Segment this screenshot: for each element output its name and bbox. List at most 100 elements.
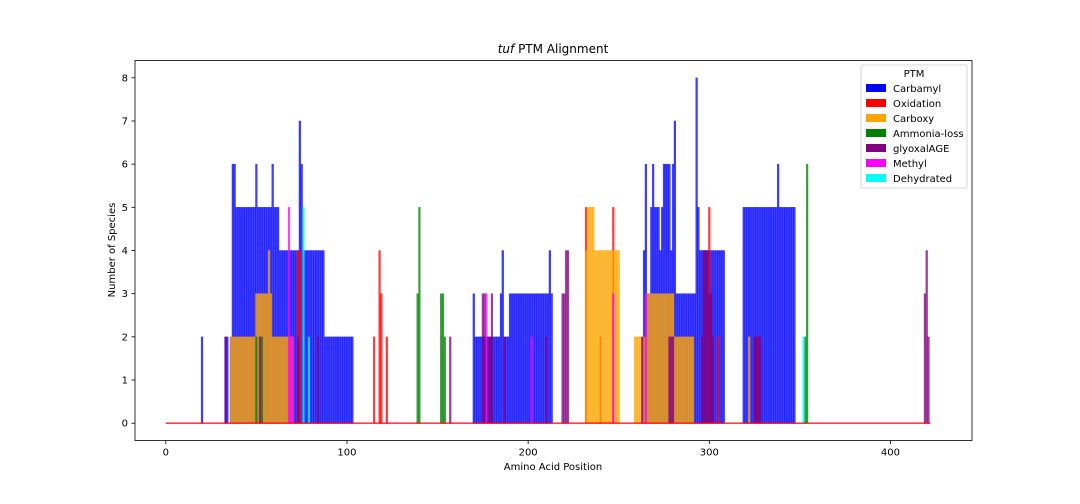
bar [342, 336, 345, 424]
bar [744, 207, 747, 424]
bar [766, 207, 769, 424]
series-ammonia-loss [255, 163, 809, 424]
bar [584, 250, 588, 424]
bar [296, 336, 300, 424]
legend: PTM Carbamyl Oxidation Carboxy Ammonia-loss… [860, 64, 968, 189]
bar [699, 250, 702, 424]
bar [773, 207, 776, 424]
bar [545, 336, 548, 424]
bar [255, 336, 258, 424]
bar [646, 293, 649, 424]
bar [637, 336, 640, 424]
bar [612, 293, 615, 424]
legend-frame [860, 64, 968, 189]
bar [329, 336, 332, 424]
bar [287, 207, 291, 424]
bar [345, 336, 349, 424]
bar [238, 336, 242, 424]
bar [642, 336, 646, 424]
bar [293, 250, 296, 424]
bar [679, 336, 682, 424]
bar [717, 336, 720, 424]
bar [231, 336, 234, 424]
bar [608, 250, 611, 424]
bar [927, 336, 930, 424]
bar [521, 293, 524, 424]
x-tick-label: 0 [163, 448, 169, 459]
bar [224, 336, 227, 424]
bar [610, 250, 613, 424]
bar [240, 336, 244, 424]
bar [758, 336, 762, 424]
bar [789, 207, 792, 424]
bar [501, 250, 504, 424]
bar [284, 336, 287, 424]
y-tick-label: 8 [122, 73, 128, 84]
bar [657, 293, 660, 424]
legend-swatch [866, 159, 886, 167]
bar [708, 293, 711, 424]
bar [267, 250, 271, 424]
bar [247, 336, 251, 424]
bar [677, 336, 680, 424]
bar [257, 293, 260, 424]
bar [805, 163, 809, 424]
y-axis-label: Number of Species [107, 203, 118, 298]
bar [760, 207, 764, 424]
bar [769, 207, 773, 424]
bar [546, 293, 550, 424]
x-axis-ticks: 0 100 200 300 400 [163, 440, 900, 459]
bar [793, 207, 796, 424]
bar [499, 293, 503, 424]
bar [289, 336, 292, 424]
bar [786, 207, 789, 424]
bar [661, 293, 664, 424]
bar [490, 293, 494, 424]
bar [757, 336, 760, 424]
y-axis-ticks: 0 1 2 3 4 5 6 7 8 [122, 73, 135, 430]
bar [753, 336, 756, 424]
chart-title-rest: PTM Alignment [514, 42, 608, 56]
bar [503, 336, 506, 424]
bar [505, 336, 508, 424]
bar [923, 293, 927, 424]
bar [305, 250, 309, 424]
bar [229, 336, 233, 424]
bar [695, 77, 698, 424]
bar [653, 293, 657, 424]
y-tick-label: 3 [122, 289, 128, 300]
bar [474, 336, 477, 424]
bar [338, 336, 341, 424]
legend-swatch [866, 174, 886, 182]
bar [315, 250, 318, 424]
bar [715, 250, 718, 424]
bar [380, 293, 383, 424]
bar [298, 250, 302, 424]
bar [349, 336, 352, 424]
bar [748, 336, 751, 424]
bar [617, 250, 620, 424]
bar [762, 207, 765, 424]
bar [286, 336, 289, 424]
bar [684, 336, 687, 424]
legend-label: Dehydrated [893, 174, 952, 185]
bar [601, 250, 604, 424]
bar [749, 207, 753, 424]
x-axis-label: Amino Acid Position [504, 462, 602, 473]
bar [523, 293, 526, 424]
bar [479, 336, 483, 424]
bar [603, 250, 606, 424]
bar [494, 336, 497, 424]
bar [478, 336, 481, 424]
y-tick-label: 6 [122, 160, 128, 171]
bar [668, 336, 671, 424]
bar [416, 293, 419, 424]
bar [688, 336, 691, 424]
bar [659, 293, 662, 424]
bar [639, 336, 642, 424]
bar [316, 336, 320, 424]
bar [751, 207, 754, 424]
bar [550, 293, 553, 424]
bar [441, 293, 445, 424]
